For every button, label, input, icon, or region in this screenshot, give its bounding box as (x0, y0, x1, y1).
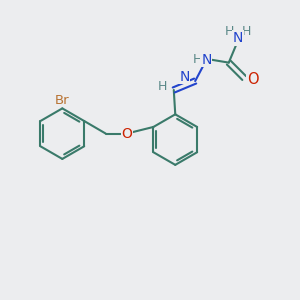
Text: O: O (247, 72, 258, 87)
Text: H: H (225, 25, 234, 38)
Text: N: N (179, 70, 190, 84)
Text: H: H (241, 25, 251, 38)
Text: O: O (122, 127, 132, 140)
Text: N: N (201, 52, 212, 67)
Text: H: H (193, 52, 202, 66)
Text: Br: Br (55, 94, 70, 106)
Text: N: N (232, 31, 243, 45)
Text: H: H (158, 80, 167, 93)
